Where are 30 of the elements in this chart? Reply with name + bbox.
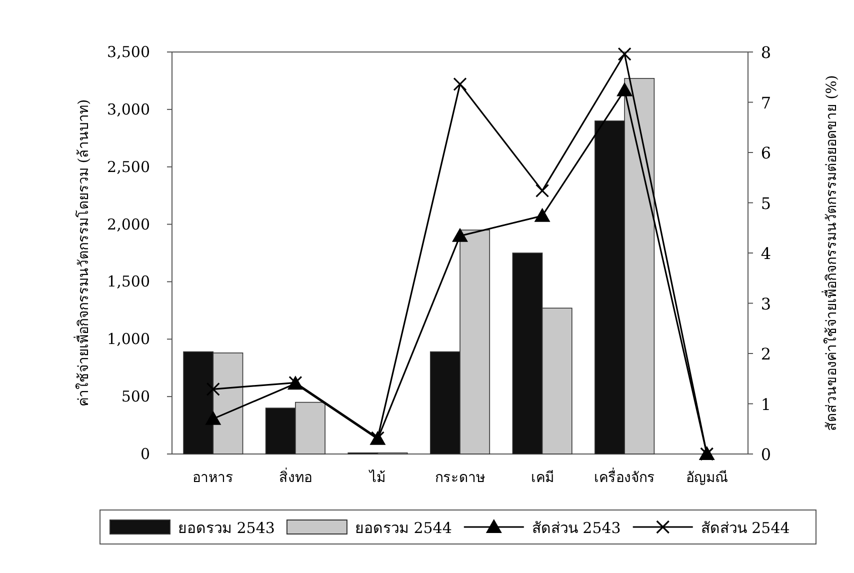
- y2-tick-label: 8: [760, 43, 772, 62]
- y2-tick-label: 2: [760, 344, 772, 364]
- y-tick-label: 500: [121, 388, 150, 406]
- legend-label: ยอดรวม 2543: [178, 519, 275, 537]
- x-tick-label: สิ่งทอ: [278, 468, 312, 486]
- y-axis-title: ค่าใช้จ่ายเพื่อกิจกรรมนวัตกรรมโดยรวม (ล้านบาท): [74, 99, 92, 407]
- y-tick-label: 3,000: [107, 100, 150, 118]
- x-tick-label: ไม้: [368, 469, 386, 486]
- legend-label: สัดส่วน 2543: [532, 519, 621, 537]
- legend-label: ยอดรวม 2544: [354, 519, 452, 537]
- x-tick-label: เคมี: [530, 470, 554, 486]
- y2-axis-title: สัดส่วนของค่าใช้จ่ายเพื่อกิจกรรมนวัตกรรมต่อยอดขาย (%): [822, 75, 840, 431]
- x-tick-label: เครื่องจักร: [594, 468, 656, 486]
- y2-tick-label: 3: [760, 294, 772, 314]
- x-tick-label: กระดาษ: [435, 470, 485, 486]
- x-tick-label: อัญมณี: [686, 470, 728, 486]
- y2-tick-label: 0: [760, 445, 772, 464]
- y2-tick-label: 5: [760, 194, 772, 213]
- y2-tick-label: 4: [760, 244, 772, 263]
- y2-tick-label: 1: [760, 394, 772, 414]
- y-tick-label: 1,500: [107, 272, 150, 291]
- y-tick-label: 3,500: [107, 43, 150, 61]
- y2-tick-label: 7: [760, 93, 772, 112]
- x-tick-label: อาหาร: [192, 470, 234, 486]
- y2-tick-label: 6: [760, 144, 772, 162]
- y-tick-label: 2,500: [107, 158, 150, 176]
- legend-label: สัดส่วน 2544: [700, 519, 790, 537]
- y-tick-label: 2,000: [107, 215, 150, 234]
- y-tick-label: 1,000: [107, 330, 150, 348]
- y-tick-label: 0: [140, 445, 150, 463]
